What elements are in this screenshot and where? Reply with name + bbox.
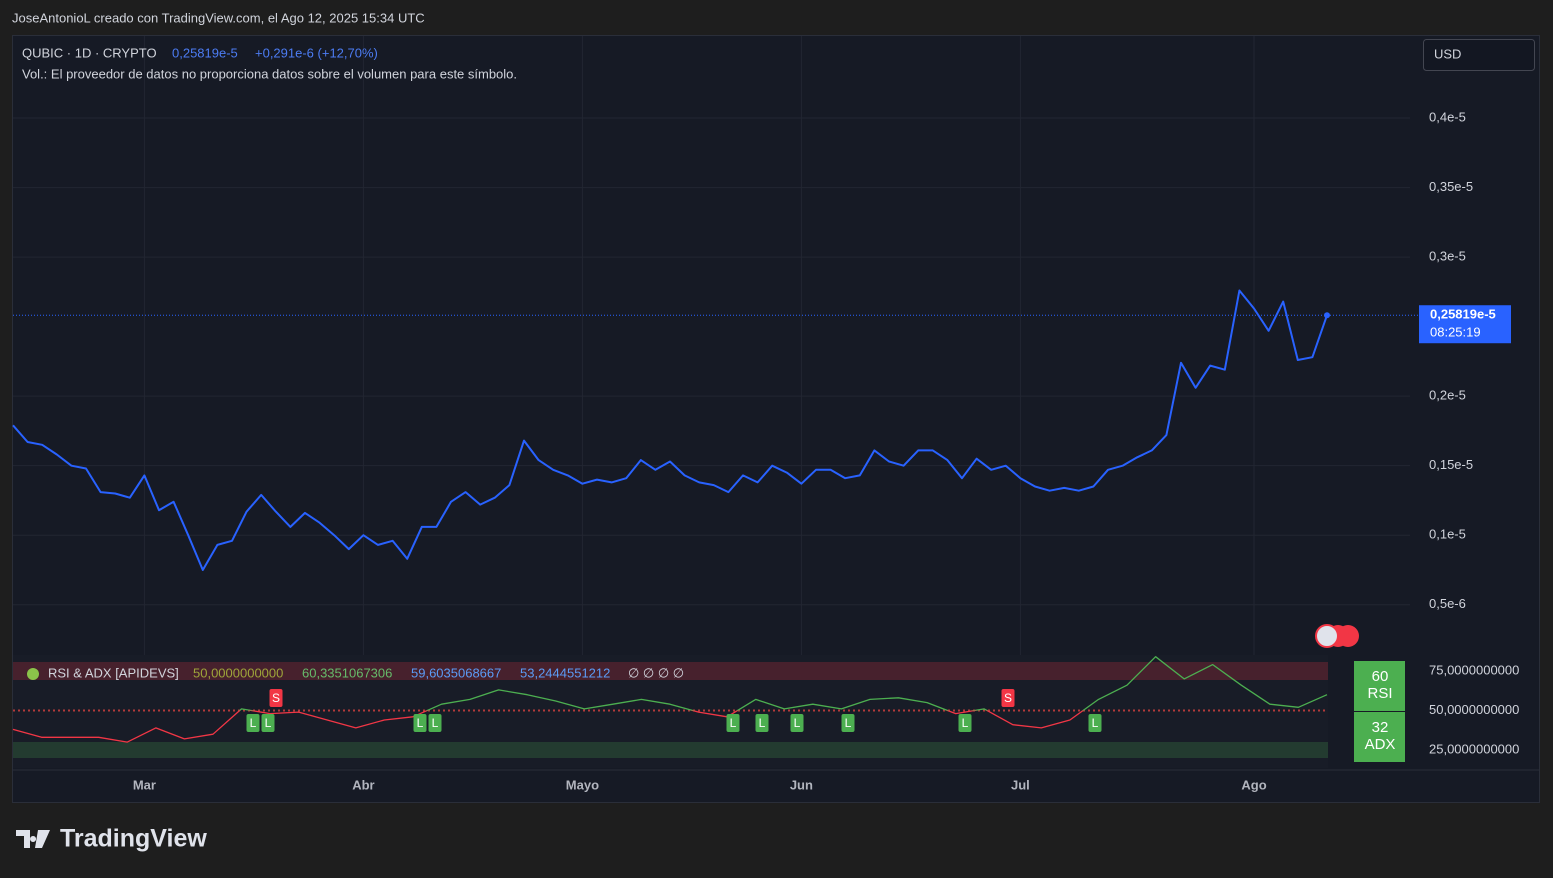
signal-box [841, 714, 855, 732]
x-tick-label: Mayo [566, 777, 599, 792]
overbought-band [13, 662, 1328, 680]
last-price: 0,25819e-5 [172, 45, 238, 60]
logo: TradingView [16, 825, 207, 853]
y-tick-label: 0,2e-5 [1429, 388, 1466, 403]
indicator-title: RSI & ADX [APIDEVS] [48, 665, 179, 680]
legend-value: 53,2444551212 [520, 665, 610, 680]
x-tick-label: Jun [790, 777, 813, 792]
signal-label: L [265, 716, 272, 730]
signal-box [246, 714, 260, 732]
signal-label: L [1092, 716, 1099, 730]
author-line: JoseAntonioL creado con TradingView.com,… [12, 10, 425, 25]
signal-label: S [272, 691, 280, 705]
line-series [12, 656, 1328, 743]
signal-label: L [417, 716, 424, 730]
volume-note: Vol.: El proveedor de datos no proporcio… [22, 66, 517, 81]
y-tick-label: 0,35e-5 [1429, 179, 1473, 194]
signal-box [261, 714, 275, 732]
flags [1315, 624, 1359, 648]
legend-value: 59,6035068667 [411, 665, 501, 680]
rsi-tick-label: 25,0000000000 [1429, 741, 1519, 756]
y-tick-label: 0,5e-6 [1429, 596, 1466, 611]
signal-box [958, 714, 972, 732]
adx-badge-label: ADX [1365, 736, 1396, 753]
rsi-badge [1354, 661, 1405, 711]
adx-badge [1354, 712, 1405, 762]
event-flag [1315, 624, 1339, 648]
line-series [12, 289, 1328, 571]
x-tick-label: Jul [1011, 777, 1030, 792]
adx-badge-value: 32 [1372, 719, 1389, 736]
signal-box [790, 714, 804, 732]
signal-label: L [730, 716, 737, 730]
logo-mark [16, 830, 50, 848]
oversold-band [13, 742, 1328, 758]
legend-value: 60,3351067306 [302, 665, 392, 680]
y-tick-label: 0,3e-5 [1429, 249, 1466, 264]
y-tick-label: 0,1e-5 [1429, 527, 1466, 542]
last-point [1324, 312, 1330, 319]
y-tick-label: 0,15e-5 [1429, 457, 1473, 472]
rsi-badge-label: RSI [1367, 685, 1392, 702]
signal-label: L [250, 716, 257, 730]
rsi-pane [13, 655, 1328, 768]
x-tick-label: Abr [352, 777, 374, 792]
signal-label: S [1004, 691, 1012, 705]
currency-button[interactable] [1423, 39, 1535, 71]
signal-label: L [432, 716, 439, 730]
currency[interactable]: USD [1434, 46, 1461, 61]
price-tag-countdown: 08:25:19 [1430, 325, 1481, 340]
x-tick-label: Mar [133, 777, 156, 792]
rsi-badge-value: 60 [1372, 668, 1389, 685]
signal-label: L [794, 716, 801, 730]
symbol: QUBIC · 1D · CRYPTO [22, 45, 157, 60]
indicator-icon [27, 668, 39, 680]
y-tick-label: 0,4e-5 [1429, 109, 1466, 124]
price-tag [1419, 305, 1511, 344]
price-change: +0,291e-6 (+12,70%) [255, 45, 378, 60]
signal-label: L [845, 716, 852, 730]
rsi-tick-label: 50,0000000000 [1429, 702, 1519, 717]
na-values: ∅ ∅ ∅ ∅ [628, 665, 684, 680]
signal-label: L [962, 716, 969, 730]
signal-box [726, 714, 740, 732]
logo-text: TradingView [60, 825, 207, 853]
grid [13, 36, 1410, 768]
x-tick-label: Ago [1241, 777, 1266, 792]
rsi-tick-label: 75,0000000000 [1429, 662, 1519, 677]
signal-box [269, 689, 283, 707]
signal-box [1001, 689, 1015, 707]
signal-box [413, 714, 427, 732]
signal-box [1088, 714, 1102, 732]
signal-box [755, 714, 769, 732]
price-tag-value: 0,25819e-5 [1430, 307, 1496, 322]
signal-box [428, 714, 442, 732]
signal-label: L [759, 716, 766, 730]
legend-value: 50,0000000000 [193, 665, 283, 680]
plot: 0,5e-6 0,1e-5 0,15e-5 0,2e-5 0,3e-5 0,35e-5 0,… [12, 109, 1519, 792]
